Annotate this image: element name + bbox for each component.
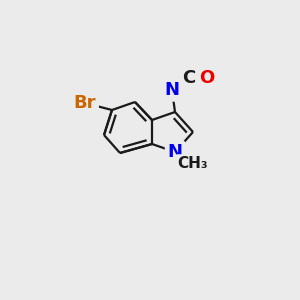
Text: Br: Br bbox=[74, 94, 96, 112]
Text: N: N bbox=[167, 143, 182, 161]
Text: CH₃: CH₃ bbox=[178, 157, 208, 172]
Text: N: N bbox=[164, 81, 179, 99]
Text: O: O bbox=[200, 69, 214, 87]
Text: C: C bbox=[182, 69, 196, 87]
